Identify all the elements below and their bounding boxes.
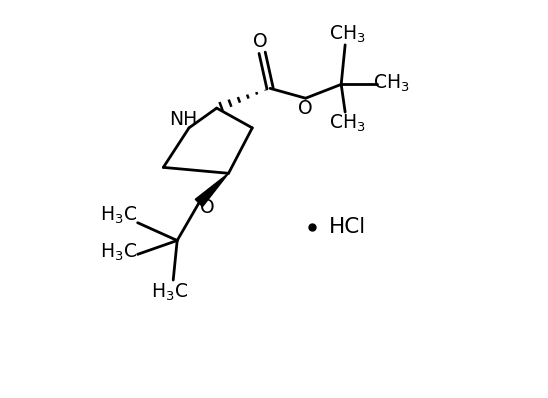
Text: CH$_3$: CH$_3$ bbox=[373, 72, 410, 94]
Text: O: O bbox=[298, 99, 313, 117]
Text: NH: NH bbox=[169, 110, 197, 129]
Polygon shape bbox=[195, 173, 229, 207]
Text: H$_3$C: H$_3$C bbox=[100, 242, 137, 263]
Text: O: O bbox=[253, 32, 267, 51]
Text: O: O bbox=[200, 198, 215, 217]
Text: HCl: HCl bbox=[329, 217, 367, 237]
Text: H$_3$C: H$_3$C bbox=[151, 281, 188, 302]
Text: H$_3$C: H$_3$C bbox=[100, 205, 137, 226]
Text: CH$_3$: CH$_3$ bbox=[329, 23, 366, 45]
Text: CH$_3$: CH$_3$ bbox=[329, 113, 366, 134]
